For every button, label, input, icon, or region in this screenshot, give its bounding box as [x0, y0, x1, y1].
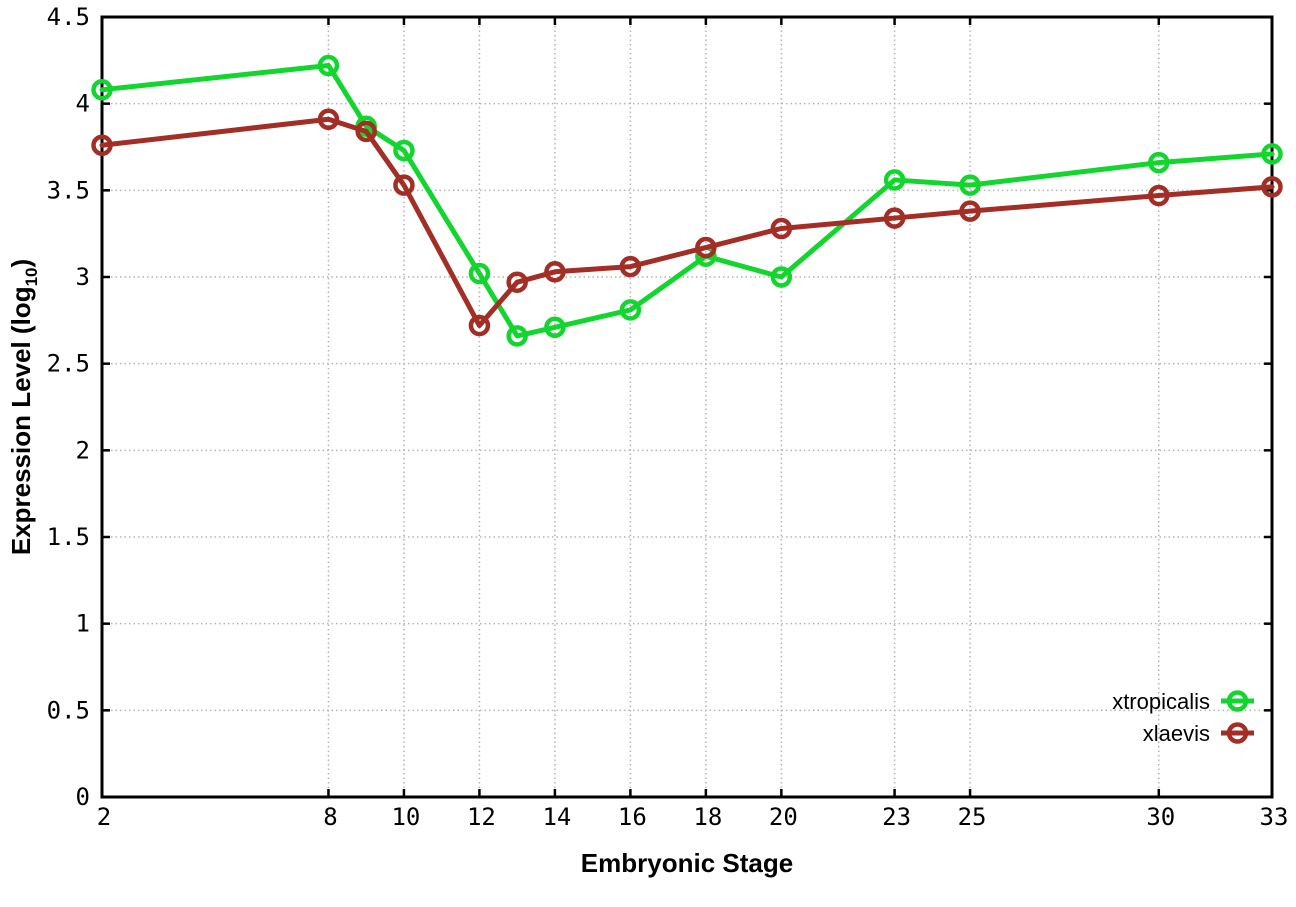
series-xlaevis-point — [355, 120, 377, 143]
series-xlaevis-point — [506, 271, 528, 293]
series-xlaevis-point — [393, 174, 415, 196]
x-tick-label: 20 — [769, 803, 798, 831]
y-tick-label: 4 — [76, 90, 90, 118]
x-tick-label: 33 — [1260, 803, 1289, 831]
series-xtropicalis-point — [883, 169, 906, 191]
series-xlaevis-point — [619, 255, 642, 278]
series-xtropicalis-point — [91, 79, 113, 101]
legend-label-xlaevis: xlaevis — [1143, 721, 1210, 746]
series-xlaevis-point — [317, 108, 340, 131]
plot-border — [100, 15, 1274, 799]
legend-marker-xtropicalis — [1226, 690, 1249, 712]
series-xtropicalis-point — [1148, 151, 1170, 174]
series-xtropicalis-point — [544, 316, 566, 339]
x-tick-label: 16 — [618, 803, 647, 831]
chart-generated-layers: 0 0.5 1 1.5 2 2.5 3 3.5 4 4.5 2 8 10 12 14 16 18 20 23 25 30… — [47, 3, 1289, 831]
series-xtropicalis-point — [1261, 143, 1283, 165]
series-xtropicalis-point — [959, 174, 981, 196]
series-xtropicalis-point — [619, 299, 642, 321]
x-tick-label: 14 — [542, 803, 571, 831]
x-tick-label: 30 — [1146, 803, 1175, 831]
legend-label-xtropicalis: xtropicalis — [1112, 689, 1210, 714]
series-xlaevis-point — [770, 217, 793, 240]
x-tick-label: 8 — [323, 803, 337, 831]
y-tick-label: 0 — [76, 783, 90, 811]
legend-marker-xlaevis — [1226, 722, 1249, 744]
series-xlaevis-point — [468, 314, 491, 337]
series-xlaevis-point — [1148, 184, 1170, 207]
y-tick-label: 4.5 — [47, 3, 90, 31]
series-xtropicalis-point — [468, 262, 491, 285]
series-xtropicalis-point — [506, 325, 528, 347]
x-tick-label: 25 — [958, 803, 987, 831]
series-xtropicalis-point — [770, 266, 793, 288]
y-axis-title: Expression Level (log10) — [6, 259, 41, 555]
series-xtropicalis-point — [393, 139, 415, 162]
series-xlaevis-point — [91, 134, 113, 157]
series-xlaevis-point — [959, 200, 981, 222]
series-xlaevis-point — [883, 207, 906, 229]
y-tick-label: 1 — [76, 610, 90, 638]
y-tick-label: 3.5 — [47, 176, 90, 204]
y-tick-label: 2.5 — [47, 350, 90, 378]
series-xtropicalis-point — [317, 54, 340, 77]
x-tick-label: 18 — [693, 803, 722, 831]
x-tick-label: 2 — [97, 803, 111, 831]
x-tick-label: 12 — [467, 803, 496, 831]
series-xlaevis-point — [544, 261, 566, 283]
x-tick-label: 10 — [391, 803, 420, 831]
y-tick-label: 3 — [76, 263, 90, 291]
series-xlaevis-point — [695, 236, 717, 259]
series-xlaevis-point — [1261, 176, 1283, 198]
y-tick-label: 2 — [76, 436, 90, 464]
y-tick-label: 0.5 — [47, 696, 90, 724]
y-tick-label: 1.5 — [47, 523, 90, 551]
x-axis-title: Embryonic Stage — [581, 848, 793, 878]
x-tick-label: 23 — [882, 803, 911, 831]
series-xlaevis-line — [99, 116, 1275, 329]
